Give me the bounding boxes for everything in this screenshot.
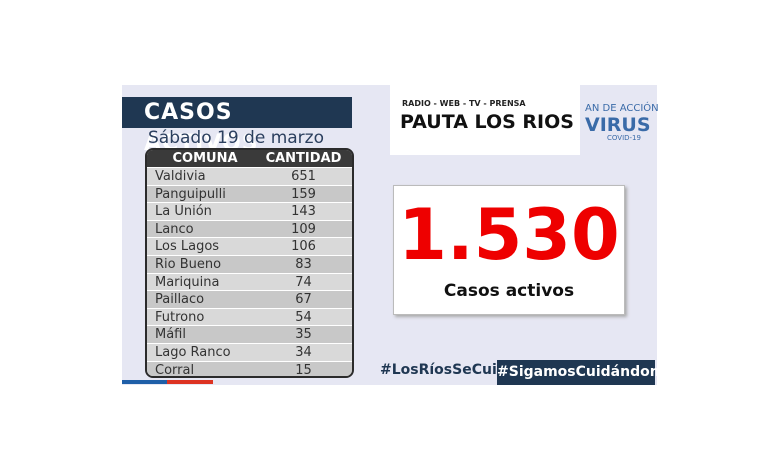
plan-text: VIRUS (585, 114, 651, 136)
hashtag: #SigamosCuidándonos (497, 360, 678, 385)
cell-comuna: Máfil (155, 327, 186, 343)
plan-text: COVID-19 (607, 134, 641, 142)
cell-count: 67 (295, 292, 312, 308)
table-row: Los Lagos 106 (147, 238, 352, 256)
plan-text: AN DE ACCIÓN (585, 103, 659, 114)
table-row: Rio Bueno 83 (147, 255, 352, 274)
column-header: CANTIDAD (265, 151, 342, 166)
table-row: Mariquina 74 (147, 274, 352, 292)
cell-count: 109 (291, 221, 316, 237)
table-row: La Unión 143 (147, 203, 352, 221)
cell-comuna: Mariquina (155, 274, 220, 290)
logo: RADIO - WEB - TV - PRENSA PAUTA LOS RIOS (390, 85, 580, 155)
cell-comuna: Paillaco (155, 292, 205, 308)
cell-count: 35 (295, 327, 312, 343)
cell-comuna: Corral (155, 362, 195, 378)
cell-count: 651 (291, 169, 316, 184)
total-label: Casos activos (443, 281, 575, 301)
cell-comuna: Lanco (155, 221, 194, 237)
cell-count: 106 (291, 239, 316, 255)
cell-count: 159 (291, 186, 316, 202)
total-box: 1.530 Casos activos (393, 185, 625, 315)
stripe (122, 380, 167, 384)
table-row: Paillaco 67 (147, 291, 352, 309)
cell-comuna: Panguipulli (155, 186, 226, 202)
subtitle: Sábado 19 de marzo (148, 128, 324, 148)
cell-comuna: Los Lagos (155, 239, 220, 255)
cell-count: 74 (295, 274, 312, 290)
cell-count: 143 (291, 204, 316, 220)
cell-comuna: Rio Bueno (155, 256, 222, 272)
total-value: 1.530 (398, 194, 620, 276)
cell-comuna: Lago Ranco (155, 344, 231, 360)
hashtag: #LosRíosSeCuida (380, 362, 517, 378)
table-row: Lago Ranco 34 (147, 344, 352, 362)
table-row: Futrono 54 (147, 309, 352, 327)
logo-name: PAUTA LOS RIOS (400, 111, 574, 133)
header-row: COMUNA CANTIDAD (147, 150, 352, 168)
table: COMUNA CANTIDAD Valdivia 651 Panguipulli 15… (145, 148, 354, 378)
cell-count: 83 (295, 256, 312, 272)
table-row: Panguipulli 159 (147, 185, 352, 204)
cell-comuna: La Unión (155, 204, 212, 220)
cell-count: 34 (295, 344, 312, 360)
table-row: Lanco 109 (147, 220, 352, 239)
table-row: Corral 15 (147, 361, 352, 378)
title: CASOS ACTIVOS (122, 97, 352, 156)
stripe (167, 380, 213, 384)
column-header: COMUNA (172, 151, 238, 166)
logo-tagline: RADIO - WEB - TV - PRENSA (402, 99, 526, 108)
table-row: Máfil 35 (147, 326, 352, 344)
table-row: Valdivia 651 (147, 168, 352, 186)
cell-count: 54 (295, 309, 312, 325)
cell-comuna: Valdivia (155, 169, 206, 184)
cell-count: 15 (295, 362, 312, 378)
cell-comuna: Futrono (155, 309, 205, 325)
